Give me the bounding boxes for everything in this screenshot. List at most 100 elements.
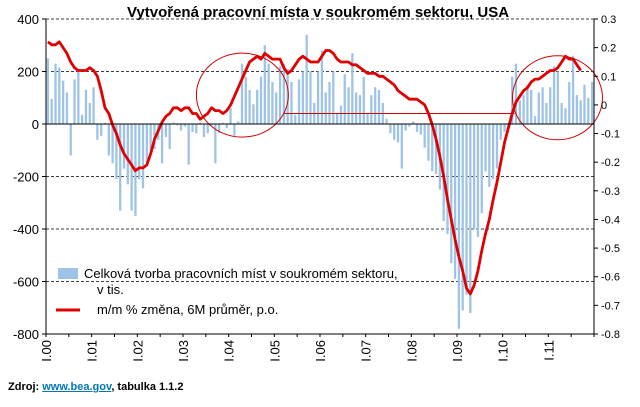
bar — [518, 100, 521, 124]
bar — [77, 71, 80, 124]
bar — [198, 122, 202, 124]
bar — [122, 124, 126, 169]
bar — [294, 114, 297, 124]
bar — [328, 82, 331, 124]
bar — [248, 89, 251, 124]
bar — [431, 124, 434, 172]
bar — [590, 82, 594, 124]
bar — [214, 124, 217, 164]
y-tick-label-left: -800 — [13, 327, 39, 342]
bar — [54, 63, 57, 124]
bar — [305, 34, 308, 124]
bar — [412, 121, 415, 124]
bar — [453, 124, 457, 279]
bar — [92, 87, 95, 124]
bar — [469, 124, 472, 313]
annotation-circle — [511, 55, 603, 141]
bar — [514, 63, 518, 124]
bar — [202, 124, 206, 138]
bar — [419, 124, 422, 135]
x-tick-label: I.02 — [130, 340, 145, 362]
bar — [556, 71, 559, 124]
bar — [81, 114, 84, 124]
y-tick-label-left: 200 — [17, 65, 39, 80]
bar — [149, 124, 152, 151]
bar — [446, 124, 449, 235]
legend-label-line: m/m % změna, 6M průměr, p.o. — [97, 302, 278, 317]
bar — [389, 124, 392, 134]
bar — [335, 113, 339, 124]
bar — [480, 124, 483, 214]
bar — [545, 103, 548, 124]
bar — [324, 92, 327, 124]
source-note: Zdroj: www.bea.gov, tabulka 1.1.2 — [8, 381, 183, 393]
bar — [476, 124, 480, 237]
bar — [233, 124, 236, 136]
y-tick-label-right: -0.3 — [601, 186, 620, 198]
source-suffix: , tabulka 1.1.2 — [111, 381, 184, 393]
grid — [46, 18, 594, 282]
bar — [183, 124, 187, 127]
bar — [263, 45, 266, 124]
bar — [533, 116, 537, 124]
x-tick-label: I.05 — [267, 340, 282, 362]
bar — [351, 53, 354, 124]
bar — [434, 124, 438, 174]
x-tick-label: I.06 — [313, 340, 328, 362]
bar — [210, 124, 213, 126]
bar — [107, 124, 110, 156]
x-tick-label: I.07 — [359, 340, 374, 362]
bar — [172, 122, 175, 124]
bar — [366, 113, 369, 124]
bar — [423, 124, 426, 148]
source-link[interactable]: www.bea.gov — [42, 381, 112, 393]
legend-swatch-bars — [58, 268, 78, 279]
bar — [256, 89, 259, 124]
x-tick-label: I.03 — [176, 340, 191, 362]
bar — [370, 95, 373, 124]
bar — [290, 82, 293, 124]
bar — [176, 124, 179, 126]
bar — [465, 124, 468, 295]
bar — [286, 68, 289, 124]
bar — [50, 99, 53, 124]
bar — [126, 124, 129, 185]
legend: Celková tvorba pracovních míst v soukrom… — [56, 266, 398, 317]
line-series — [47, 40, 582, 296]
series-line — [47, 40, 582, 296]
x-tick-label: I.08 — [404, 340, 419, 362]
bar — [450, 124, 453, 264]
y-tick-label-left: 0 — [32, 117, 39, 132]
y-tick-label-left: 400 — [17, 12, 39, 27]
y-tick-label-left: -200 — [13, 170, 39, 185]
bar — [492, 124, 495, 180]
bar — [320, 50, 324, 124]
bar — [115, 124, 118, 180]
bar — [179, 124, 183, 131]
bar — [282, 63, 285, 124]
y-tick-label-right: -0.6 — [601, 272, 620, 284]
y-tick-label-left: -600 — [13, 275, 39, 290]
bar — [191, 124, 194, 132]
bar — [58, 67, 61, 124]
bar — [187, 124, 190, 165]
bar — [537, 92, 540, 124]
x-tick-label: I.10 — [496, 340, 511, 362]
bar — [415, 124, 419, 132]
bar — [88, 103, 91, 124]
bar — [69, 124, 72, 156]
bar — [297, 79, 301, 124]
y-tick-label-right: -0.7 — [601, 300, 620, 312]
bar — [168, 124, 171, 149]
x-tick-label: I.11 — [541, 340, 556, 361]
bar — [495, 124, 499, 169]
y-tick-label-right: 0.3 — [601, 14, 616, 26]
bar — [541, 87, 544, 124]
bar — [374, 87, 377, 124]
bar — [583, 84, 586, 124]
source-prefix: Zdroj: — [8, 381, 40, 393]
bar — [377, 89, 381, 124]
y-tick-label-right: -0.8 — [601, 329, 620, 341]
axes: 400 200 0 -200 -400 -600 -800 0.3 0.2 0.1 0 -0.1 -0.… — [13, 12, 620, 362]
legend-label-bars-cont: v tis. — [97, 282, 124, 297]
